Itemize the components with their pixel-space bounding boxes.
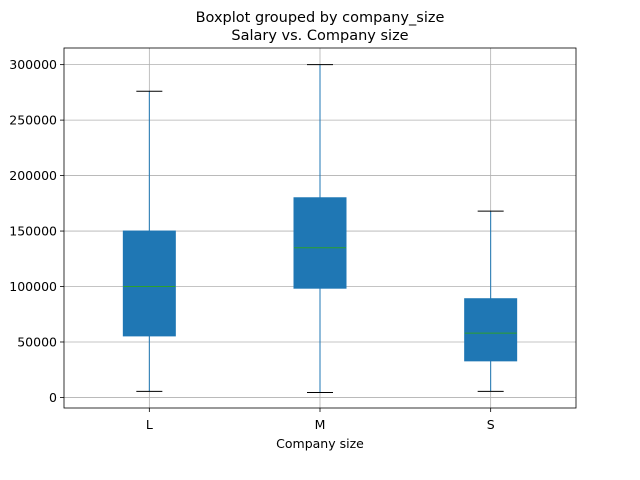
box-M — [293, 64, 347, 393]
y-tick-label: 250000 — [9, 113, 57, 128]
boxes — [122, 64, 518, 393]
y-tick-label: 300000 — [9, 57, 57, 72]
x-tick-label: L — [146, 417, 153, 432]
iqr-box — [293, 197, 347, 289]
x-axis-label: Company size — [276, 436, 364, 451]
y-ticks: 0 50000 100000 150000 200000 250000 300000 — [9, 57, 64, 405]
y-tick-label: 100000 — [9, 279, 57, 294]
iqr-box — [464, 298, 518, 362]
x-tick-label: M — [315, 417, 326, 432]
box-L — [122, 90, 176, 392]
y-tick-label: 50000 — [17, 334, 57, 349]
chart-subtitle: Salary vs. Company size — [231, 28, 408, 44]
y-tick-label: 150000 — [9, 224, 57, 239]
iqr-box — [122, 230, 176, 337]
box-S — [464, 210, 518, 392]
x-tick-label: S — [487, 417, 495, 432]
y-tick-label: 0 — [49, 390, 57, 405]
y-tick-label: 200000 — [9, 168, 57, 183]
chart-title: Boxplot grouped by company_size — [196, 10, 445, 26]
